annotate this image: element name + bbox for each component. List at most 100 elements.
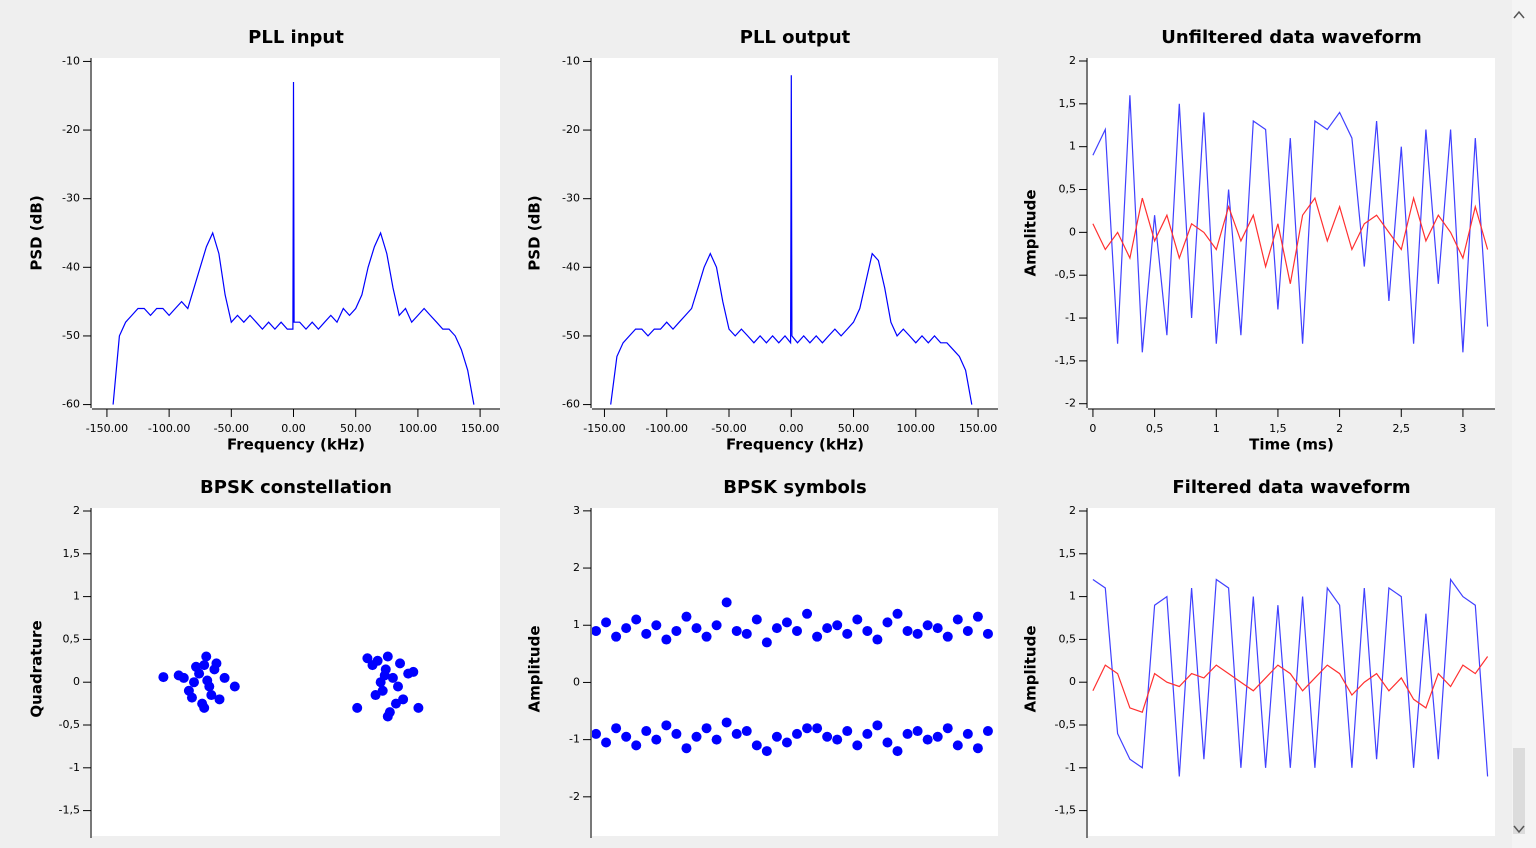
y-axis-label: Quadrature: [28, 620, 46, 717]
y-tick-label: -60: [62, 398, 80, 411]
point: [812, 723, 823, 734]
point: [219, 672, 230, 683]
plot-area: [592, 508, 998, 836]
series-line: [1092, 656, 1489, 713]
y-tick-label: -10: [562, 54, 580, 67]
point: [952, 614, 963, 625]
point: [962, 728, 973, 739]
y-tick-label: -20: [62, 123, 80, 136]
y-tick-label: -40: [562, 260, 580, 273]
x-axis-label: Frequency (kHz): [726, 436, 864, 454]
point: [812, 631, 823, 642]
point: [982, 628, 993, 639]
y-tick-label: -0,5: [1055, 268, 1076, 281]
point: [802, 723, 813, 734]
y-tick-label: 1,5: [63, 547, 81, 560]
point: [201, 651, 212, 662]
point: [721, 717, 732, 728]
point: [382, 651, 393, 662]
point: [191, 661, 202, 672]
x-tick-label: 3: [1459, 422, 1466, 435]
point: [592, 728, 602, 739]
point: [211, 658, 222, 669]
point: [932, 623, 943, 634]
chart-title: BPSK symbols: [723, 477, 866, 498]
point: [731, 625, 742, 636]
point: [922, 620, 933, 631]
point: [872, 634, 883, 645]
y-tick-label: 1: [73, 590, 80, 603]
point: [408, 666, 419, 677]
y-tick-label: 1,5: [1059, 97, 1077, 110]
point: [199, 702, 210, 713]
point: [202, 675, 213, 686]
y-axis-label: Amplitude: [526, 625, 544, 712]
y-tick-label: -60: [562, 398, 580, 411]
point: [792, 625, 803, 636]
point: [387, 672, 398, 683]
y-tick-label: -30: [562, 192, 580, 205]
point: [370, 690, 381, 701]
point: [711, 734, 722, 745]
scroll-up[interactable]: [1513, 10, 1525, 19]
point: [972, 611, 983, 622]
plot-content: [112, 81, 475, 405]
point: [982, 726, 993, 737]
plot-area: [92, 508, 500, 836]
chart-title: PLL input: [248, 27, 344, 48]
y-tick-label: 1: [1069, 140, 1076, 153]
point: [621, 731, 632, 742]
y-tick-label: -1,5: [1055, 354, 1076, 367]
y-tick-label: -30: [62, 192, 80, 205]
point: [882, 737, 893, 748]
point: [942, 631, 953, 642]
y-tick-label: 1,5: [1059, 547, 1077, 560]
series-line: [1092, 195, 1489, 284]
point: [641, 628, 652, 639]
point: [731, 728, 742, 739]
y-axis-label: PSD (dB): [526, 195, 544, 270]
scroll-thumb[interactable]: [1513, 748, 1525, 834]
point: [721, 597, 732, 608]
point: [390, 698, 401, 709]
point: [902, 625, 913, 636]
y-tick-label: 0,5: [1059, 632, 1077, 645]
point: [214, 694, 225, 705]
y-tick-label: -40: [62, 260, 80, 273]
point: [701, 723, 712, 734]
point: [681, 611, 692, 622]
point: [701, 631, 712, 642]
point: [962, 625, 973, 636]
y-tick-label: -2: [1065, 397, 1076, 410]
y-tick-label: -0,5: [59, 718, 80, 731]
x-axis-label: Frequency (kHz): [227, 436, 365, 454]
point: [173, 670, 184, 681]
y-tick-label: 0: [573, 675, 580, 688]
x-tick-label: 100.00: [399, 422, 438, 435]
y-tick-label: -1: [569, 733, 580, 746]
point: [671, 728, 682, 739]
point: [882, 617, 893, 628]
series-line: [112, 81, 475, 405]
x-tick-label: 2: [1336, 422, 1343, 435]
point: [771, 623, 782, 634]
point: [912, 628, 923, 639]
y-tick-label: 1: [1069, 590, 1076, 603]
y-axis-label: Amplitude: [1022, 625, 1040, 712]
plot-content: [1092, 95, 1489, 353]
point: [631, 740, 642, 751]
plot-area: [592, 58, 998, 408]
scroll-down[interactable]: [1513, 825, 1525, 834]
x-tick-label: 50.00: [838, 422, 870, 435]
y-tick-label: -50: [562, 329, 580, 342]
point: [892, 608, 903, 619]
chart-title: PLL output: [740, 27, 851, 48]
point: [972, 743, 983, 754]
point: [229, 681, 240, 692]
scrollbar[interactable]: [1512, 0, 1536, 848]
point: [681, 743, 692, 754]
chart-title: Filtered data waveform: [1172, 477, 1410, 498]
point: [372, 655, 383, 666]
y-tick-label: -2: [569, 790, 580, 803]
